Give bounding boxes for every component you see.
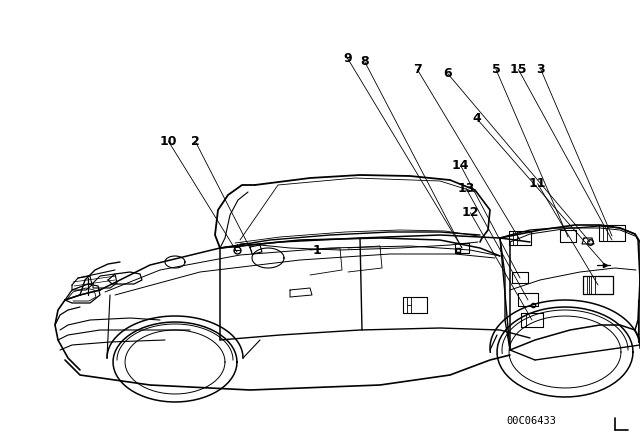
Text: 9: 9 [343,52,352,65]
Text: 2: 2 [191,134,200,148]
Text: 3: 3 [536,63,545,76]
Text: 1: 1 [312,244,321,258]
Text: 15: 15 [509,63,527,76]
Text: 4: 4 [472,112,481,125]
Text: 00C06433: 00C06433 [506,416,556,426]
Text: 10: 10 [159,134,177,148]
Text: 8: 8 [360,55,369,69]
Text: 14: 14 [452,159,470,172]
Text: 6: 6 [444,67,452,81]
Text: 12: 12 [461,206,479,220]
Text: 5: 5 [492,63,500,76]
Text: 11: 11 [529,177,547,190]
Text: 13: 13 [457,181,475,195]
Text: 7: 7 [413,63,422,76]
